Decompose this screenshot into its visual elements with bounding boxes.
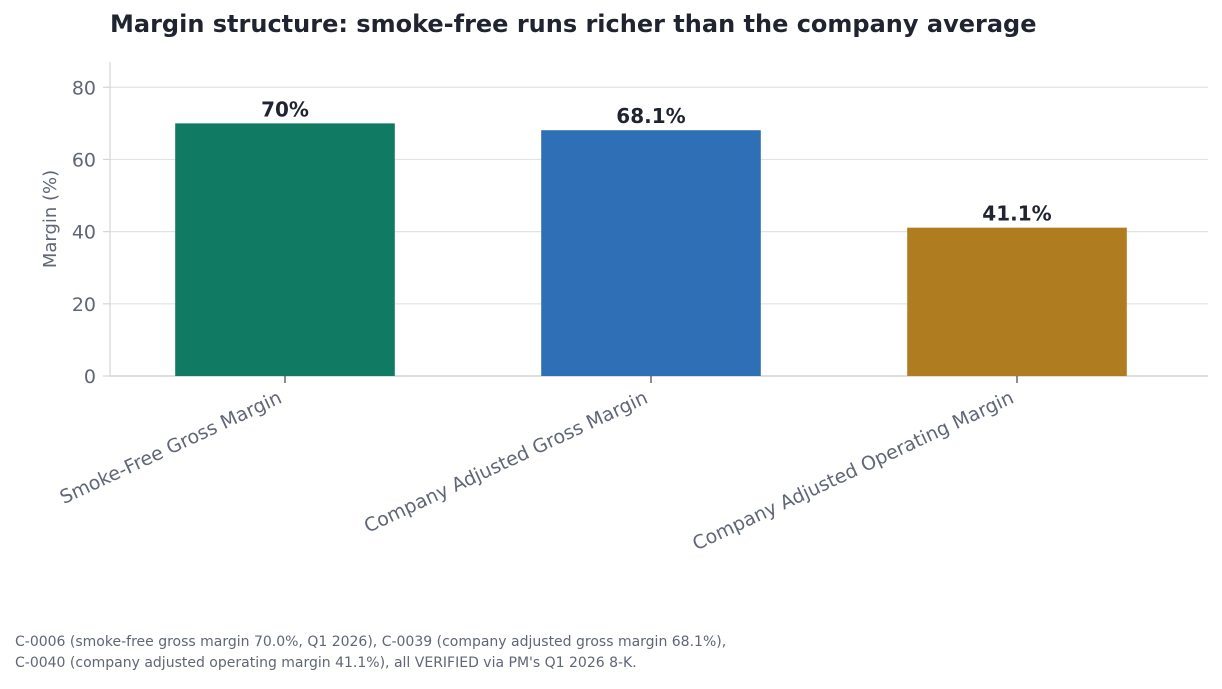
x-tick-label: Company Adjusted Operating Margin [689, 387, 1017, 556]
y-axis-title: Margin (%) [40, 170, 61, 268]
chart-title: Margin structure: smoke-free runs richer… [110, 10, 1037, 38]
source-footnote: C-0006 (smoke-free gross margin 70.0%, Q… [15, 632, 726, 674]
y-tick-label: 80 [72, 77, 96, 99]
y-tick-label: 0 [84, 366, 96, 388]
x-tick-label: Smoke-Free Gross Margin [57, 387, 286, 509]
bars [175, 123, 1127, 376]
y-tick-label: 20 [72, 294, 96, 316]
footnote-line-1: C-0006 (smoke-free gross margin 70.0%, Q… [15, 634, 727, 650]
y-tick-label: 60 [72, 149, 96, 171]
bar-value-label: 41.1% [982, 202, 1051, 226]
x-tick-label: Company Adjusted Gross Margin [361, 387, 651, 538]
bar-3 [907, 227, 1127, 376]
bar-value-label: 70% [261, 97, 309, 121]
footnote-line-2: C-0040 (company adjusted operating margi… [15, 655, 637, 671]
bar-2 [541, 130, 761, 376]
y-tick-label: 40 [72, 222, 96, 244]
bar-chart: 0 20 40 60 80 Margin (%) 70% Smoke-Free Gross … [40, 62, 1208, 556]
bar-value-label: 68.1% [616, 104, 685, 128]
bar-1 [175, 123, 395, 376]
